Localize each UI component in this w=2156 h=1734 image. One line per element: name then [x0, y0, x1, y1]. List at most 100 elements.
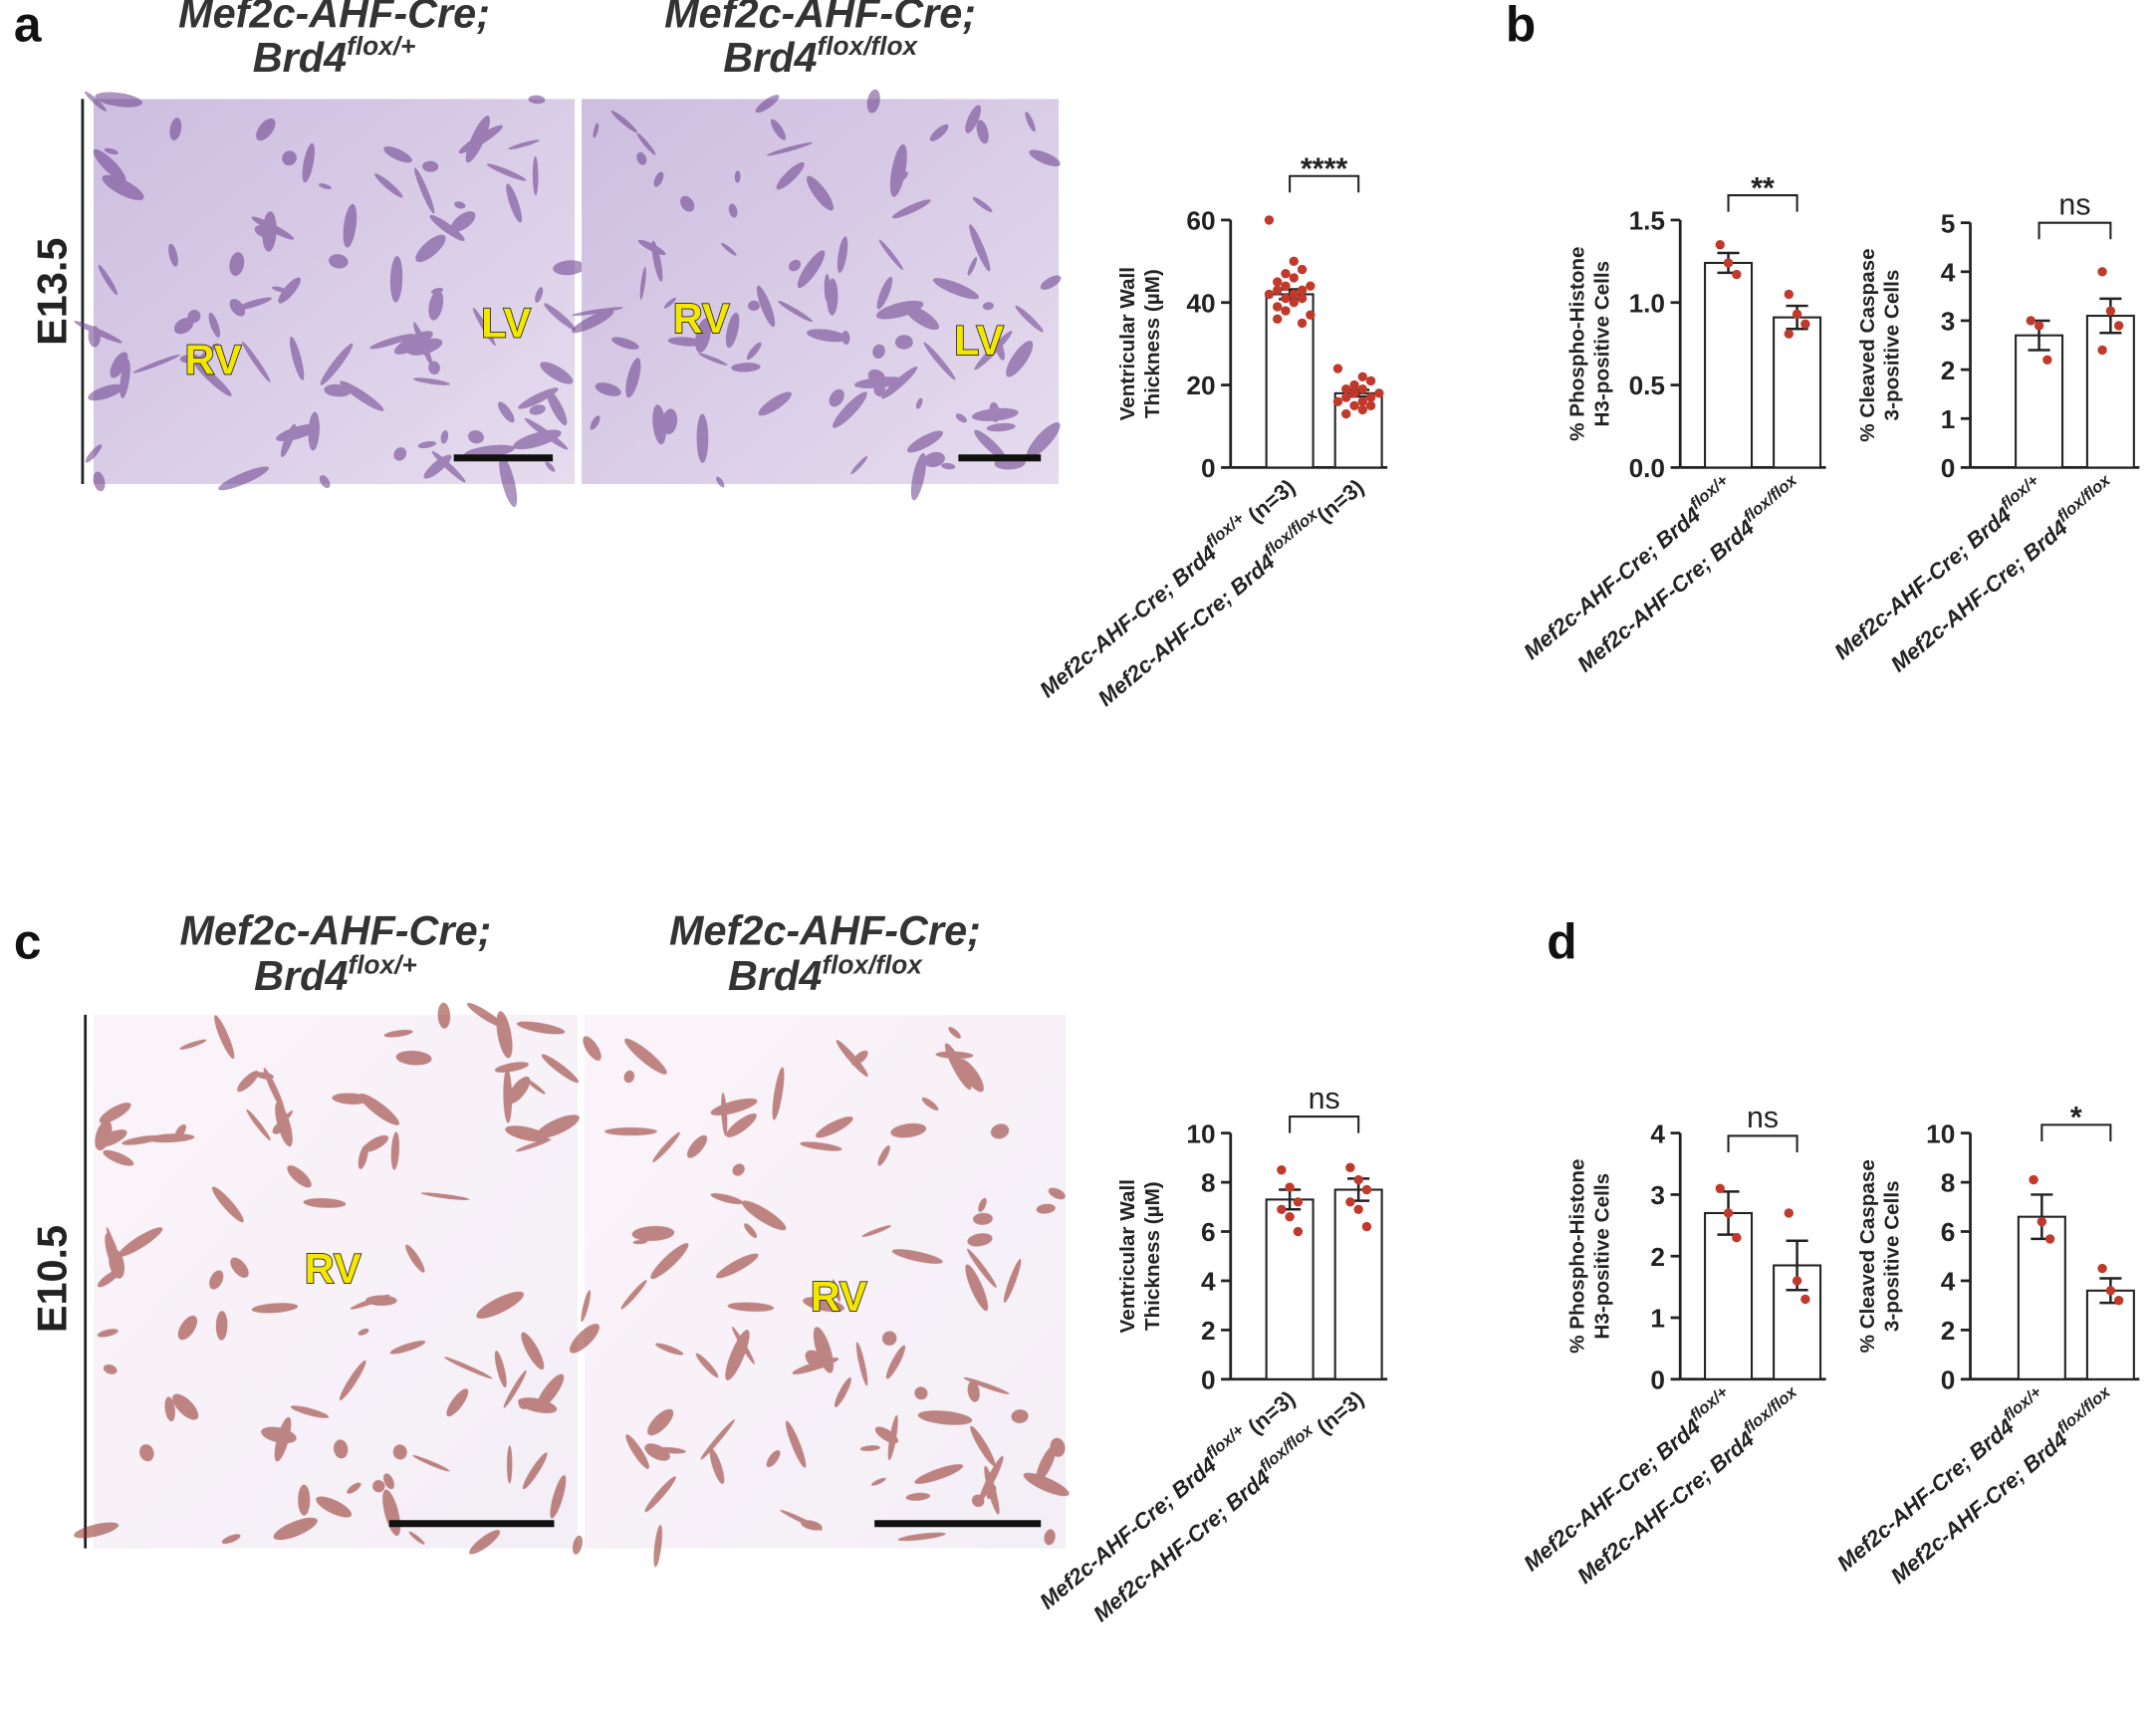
tissue-fiber	[696, 413, 709, 463]
tissue-fiber	[900, 171, 908, 181]
tissue-fiber	[973, 1212, 993, 1225]
tissue-fiber	[772, 1067, 785, 1120]
data-point	[1792, 1276, 1802, 1286]
tissue-fiber	[625, 1434, 649, 1469]
tissue-fiber	[164, 1396, 175, 1422]
tissue-fiber	[789, 259, 802, 272]
genotype: Brd4	[728, 953, 822, 999]
tissue-fiber	[593, 123, 599, 138]
tissue-fiber	[776, 161, 805, 190]
tissue-fiber	[486, 163, 527, 181]
tissue-fiber	[906, 430, 944, 453]
histology-image	[93, 1014, 578, 1549]
tissue-fiber	[278, 277, 301, 304]
genotype: Brd4	[254, 953, 348, 999]
data-point	[1306, 310, 1316, 320]
tissue-fiber	[246, 1109, 271, 1141]
tissue-fiber	[731, 1326, 755, 1364]
tissue-fiber	[982, 302, 994, 311]
data-point	[1732, 269, 1742, 280]
tissue-texture	[74, 91, 586, 507]
tissue-fiber	[208, 312, 221, 338]
tissue-fiber	[324, 383, 352, 397]
bar	[1333, 1188, 1383, 1380]
tissue-fiber	[955, 413, 967, 423]
tissue-fiber	[661, 408, 678, 435]
region-label: RV	[673, 296, 730, 342]
tissue-fiber	[974, 429, 1007, 460]
tissue-fiber	[74, 1522, 120, 1539]
significance-label: ns	[1747, 1102, 1779, 1134]
y-tick-label: 1	[1650, 1304, 1665, 1334]
tissue-fiber	[358, 1144, 368, 1169]
tissue-fiber	[841, 330, 850, 345]
tissue-fiber	[393, 331, 433, 355]
tissue-fiber	[1015, 305, 1044, 333]
y-tick-label: 0.5	[1629, 371, 1665, 400]
tissue-fiber	[362, 1134, 389, 1152]
data-point	[1365, 375, 1376, 386]
tissue-fiber	[652, 404, 667, 445]
tissue-fiber	[412, 377, 450, 385]
significance-label: ****	[1301, 152, 1347, 185]
tissue-fiber	[535, 287, 544, 303]
tissue-fiber	[876, 276, 893, 310]
tissue-fiber	[276, 423, 321, 442]
tissue-texture	[572, 89, 1062, 501]
tissue-fiber	[218, 466, 269, 491]
tissue-fiber	[429, 214, 465, 242]
y-tick-label: 4	[1201, 1267, 1216, 1297]
tissue-fiber	[632, 1239, 647, 1245]
tissue-fiber	[834, 1377, 851, 1407]
data-point	[1374, 388, 1384, 398]
tissue-fiber	[383, 146, 412, 163]
tissue-fiber	[889, 143, 907, 197]
tissue-fiber	[241, 341, 271, 382]
data-point	[2113, 1296, 2124, 1306]
tissue-fiber	[179, 354, 202, 364]
bar	[1773, 316, 1822, 469]
tissue-fiber	[653, 1524, 662, 1568]
tissue-fiber	[395, 1050, 432, 1066]
tissue-fiber	[524, 417, 569, 450]
tissue-fiber	[518, 1399, 530, 1409]
data-point	[1723, 1208, 1734, 1218]
tissue-fiber	[350, 1294, 390, 1310]
tissue-fiber	[572, 1535, 583, 1555]
tissue-fiber	[695, 1353, 719, 1378]
tissue-fiber	[172, 1393, 199, 1420]
tissue-fiber	[256, 118, 276, 141]
data-point	[1784, 289, 1794, 300]
tissue-fiber	[716, 476, 725, 488]
tissue-fiber	[861, 1225, 891, 1237]
tissue-fiber	[710, 1098, 758, 1115]
tissue-fiber	[915, 397, 923, 409]
tissue-fiber	[680, 195, 695, 212]
tissue-fiber	[237, 1071, 259, 1093]
tissue-fiber	[667, 337, 704, 347]
tissue-fiber	[663, 297, 676, 309]
tissue-fiber	[859, 1445, 880, 1451]
tissue-fiber	[837, 236, 848, 274]
y-tick-label: 2	[1650, 1242, 1665, 1272]
region-label: RV	[811, 1274, 867, 1320]
data-point	[2029, 1174, 2038, 1185]
y-tick-label: 8	[1201, 1168, 1216, 1198]
tissue-fiber	[472, 307, 496, 347]
tissue-fiber	[476, 1291, 524, 1319]
category-sup: flox/flox	[1740, 1381, 1800, 1437]
bar	[1704, 261, 1754, 469]
tissue-fiber	[875, 300, 924, 320]
tissue-fiber	[766, 1449, 781, 1468]
tissue-fiber	[611, 337, 639, 350]
tissue-fiber	[369, 334, 415, 350]
tissue-fiber	[98, 264, 119, 296]
data-point	[1353, 1174, 1363, 1185]
genotype-sup: flox/flox	[822, 950, 923, 980]
data-point	[1715, 1183, 1725, 1193]
tissue-fiber	[827, 278, 838, 316]
tissue-fiber	[392, 1444, 407, 1460]
tissue-fiber	[332, 1093, 369, 1105]
tissue-fiber	[652, 1131, 680, 1162]
